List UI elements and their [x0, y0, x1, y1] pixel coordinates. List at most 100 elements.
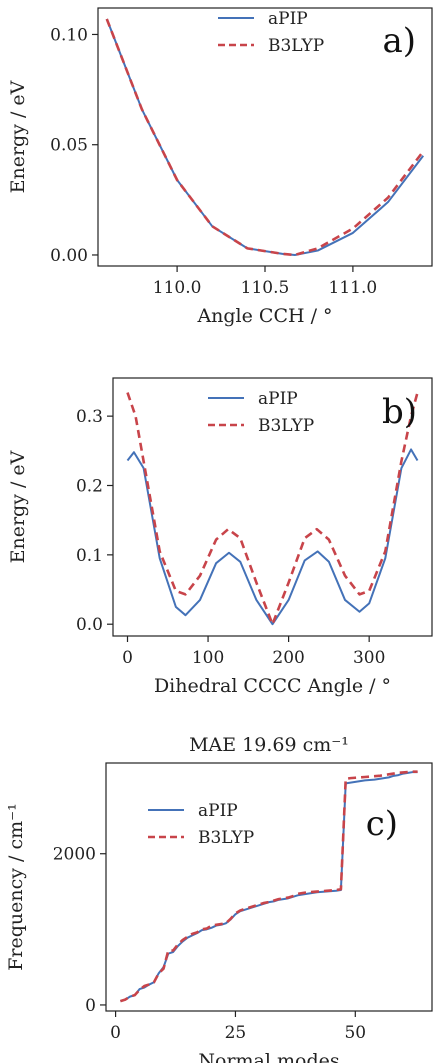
x-tick-label: 300: [353, 648, 385, 668]
data-point-b3lyp: [185, 593, 187, 595]
data-point-b3lyp: [247, 247, 249, 249]
data-point-b3lyp: [139, 989, 141, 991]
plot-frame: [112, 377, 433, 637]
data-point-apip: [388, 776, 390, 778]
panel-tag: c): [366, 804, 398, 844]
x-axis-label: Normal modes: [198, 1050, 339, 1063]
x-tick-label: 100: [192, 648, 224, 668]
data-point-b3lyp: [364, 776, 366, 778]
data-point-apip: [398, 774, 400, 776]
legend-label: B3LYP: [258, 416, 314, 436]
data-point-apip: [211, 927, 213, 929]
data-point-b3lyp: [368, 590, 370, 592]
data-point-b3lyp: [384, 550, 386, 552]
data-point-apip: [422, 155, 424, 157]
series-line-b3lyp: [126, 392, 419, 626]
data-point-b3lyp: [388, 773, 390, 775]
y-tick-label: 0.3: [76, 407, 103, 427]
legend-label: aPIP: [198, 801, 238, 821]
data-point-apip: [255, 599, 257, 601]
y-axis-label: Energy / eV: [7, 80, 29, 193]
y-axis-label: Frequency / cm⁻¹: [5, 803, 27, 971]
data-point-b3lyp: [124, 999, 126, 1001]
data-point-b3lyp: [211, 925, 213, 927]
data-point-b3lyp: [143, 985, 145, 987]
data-point-apip: [344, 599, 346, 601]
data-point-b3lyp: [249, 907, 251, 909]
data-point-b3lyp: [268, 901, 270, 903]
data-point-apip: [228, 552, 230, 554]
legend-label: B3LYP: [268, 36, 324, 56]
data-point-b3lyp: [230, 918, 232, 920]
data-point-b3lyp: [182, 939, 184, 941]
data-point-b3lyp: [417, 771, 419, 773]
data-point-apip: [159, 557, 161, 559]
data-point-apip: [175, 606, 177, 608]
data-point-b3lyp: [215, 539, 217, 541]
data-point-b3lyp: [141, 109, 143, 111]
data-point-b3lyp: [199, 575, 201, 577]
data-point-b3lyp: [317, 247, 319, 249]
data-point-apip: [185, 614, 187, 616]
x-axis-label: Angle CCH / °: [196, 305, 332, 327]
x-tick-label: 50: [344, 1023, 366, 1043]
data-point-b3lyp: [278, 898, 280, 900]
data-point-b3lyp: [398, 772, 400, 774]
data-point-b3lyp: [302, 892, 304, 894]
data-point-apip: [359, 780, 361, 782]
x-tick-label: 200: [272, 648, 304, 668]
data-point-b3lyp: [263, 902, 265, 904]
data-point-apip: [400, 467, 402, 469]
data-point-apip: [384, 557, 386, 559]
data-point-b3lyp: [328, 539, 330, 541]
x-tick-label: 110.0: [153, 278, 202, 298]
data-point-b3lyp: [330, 890, 332, 892]
panel-tag: b): [382, 392, 417, 432]
data-point-b3lyp: [177, 944, 179, 946]
y-tick-label: 0.10: [50, 25, 88, 45]
x-tick-label: 0: [110, 1023, 121, 1043]
data-point-b3lyp: [297, 893, 299, 895]
data-point-b3lyp: [127, 392, 129, 394]
data-point-b3lyp: [119, 1000, 121, 1002]
data-point-b3lyp: [378, 775, 380, 777]
y-tick-label: 0.0: [76, 615, 103, 635]
data-point-b3lyp: [407, 771, 409, 773]
data-point-b3lyp: [211, 225, 213, 227]
data-point-b3lyp: [215, 924, 217, 926]
data-point-apip: [215, 562, 217, 564]
data-point-b3lyp: [239, 537, 241, 539]
data-point-apip: [359, 611, 361, 613]
data-point-b3lyp: [148, 984, 150, 986]
data-point-apip: [317, 250, 319, 252]
data-point-b3lyp: [383, 774, 385, 776]
data-point-apip: [288, 599, 290, 601]
data-point-b3lyp: [159, 550, 161, 552]
data-point-b3lyp: [402, 772, 404, 774]
data-point-apip: [239, 561, 241, 563]
data-point-apip: [374, 779, 376, 781]
x-tick-label: 110.5: [241, 278, 290, 298]
series-line-b3lyp: [119, 770, 418, 1003]
data-point-b3lyp: [326, 890, 328, 892]
data-point-b3lyp: [244, 908, 246, 910]
legend: aPIP B3LYP: [218, 9, 324, 56]
data-point-b3lyp: [239, 910, 241, 912]
data-point-b3lyp: [422, 150, 424, 152]
data-point-b3lyp: [282, 897, 284, 899]
data-point-apip: [364, 779, 366, 781]
data-point-b3lyp: [255, 582, 257, 584]
data-point-b3lyp: [316, 528, 318, 530]
series-line-apip: [105, 18, 425, 256]
data-point-apip: [304, 560, 306, 562]
data-point-b3lyp: [306, 891, 308, 893]
legend: aPIP B3LYP: [148, 801, 254, 848]
data-point-b3lyp: [311, 891, 313, 893]
data-point-b3lyp: [359, 776, 361, 778]
legend: aPIP B3LYP: [208, 389, 314, 436]
data-point-b3lyp: [106, 18, 108, 20]
data-point-apip: [378, 778, 380, 780]
y-tick-label: 0.1: [76, 546, 103, 566]
data-point-apip: [133, 451, 135, 453]
